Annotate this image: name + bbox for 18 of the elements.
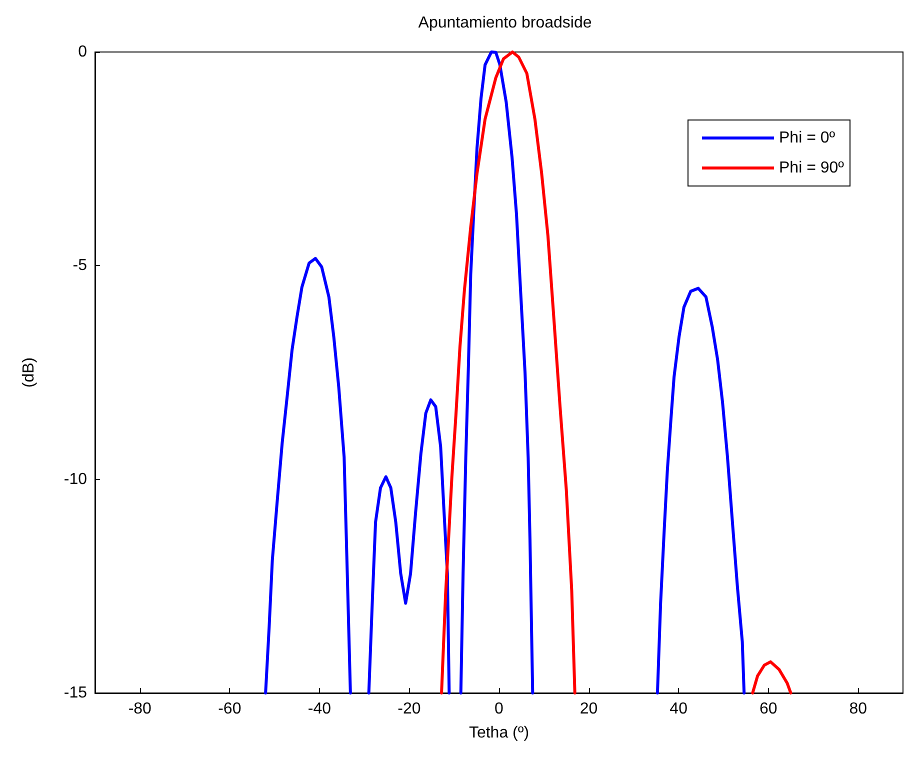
x-tick-label: 40 bbox=[670, 700, 688, 718]
x-tick-label: -60 bbox=[218, 700, 242, 718]
x-tick-label: -80 bbox=[128, 700, 152, 718]
x-axis-title: Tetha (º) bbox=[468, 724, 530, 742]
y-tick-label: -10 bbox=[64, 470, 88, 488]
y-tick-label: 0 bbox=[78, 44, 88, 60]
x-tick-label: -40 bbox=[308, 700, 332, 718]
x-tick-label: 20 bbox=[580, 700, 598, 718]
y-tick-label: -15 bbox=[64, 684, 88, 702]
x-tick-label: 80 bbox=[849, 700, 868, 718]
y-tick-label: -5 bbox=[72, 257, 88, 274]
y-axis-title: (dB) bbox=[20, 357, 38, 388]
x-tick-label: 60 bbox=[759, 700, 778, 718]
x-tick-label: -20 bbox=[398, 700, 421, 718]
x-tick-label: 0 bbox=[494, 700, 504, 718]
chart-title: Apuntamiento broadside bbox=[418, 14, 592, 32]
legend-label: Phi = 90º bbox=[779, 160, 844, 176]
legend-label: Phi = 0º bbox=[779, 130, 836, 146]
